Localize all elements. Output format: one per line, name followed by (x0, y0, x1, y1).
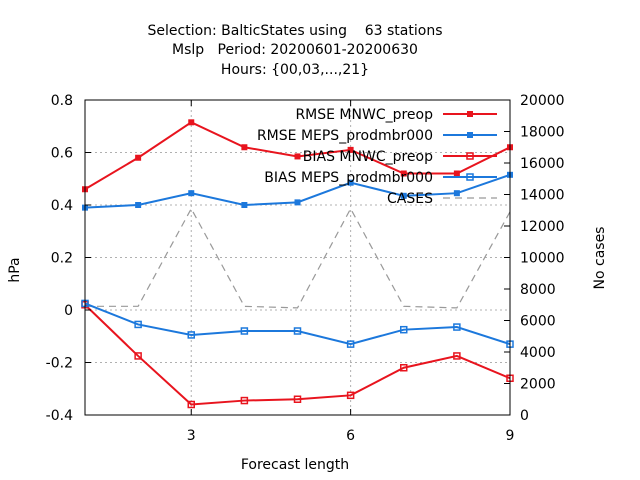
data-point (187, 400, 195, 409)
legend-marker (467, 132, 473, 138)
y-tick-label: -0.2 (46, 356, 73, 372)
cases-series (85, 207, 511, 309)
data-point (187, 331, 195, 339)
y2-tick-label: 20000 (520, 93, 565, 109)
series-line (84, 304, 511, 406)
data-point (453, 352, 461, 360)
chart-title-line-1: Selection: BalticStates using 63 station… (148, 23, 443, 39)
chart-title-line-2: Mslp Period: 20200601-20200630 (172, 42, 418, 58)
y2-tick-label: 2000 (520, 377, 556, 393)
data-point (135, 202, 142, 208)
y-tick-label: 0 (64, 303, 73, 319)
data-point (241, 144, 248, 151)
data-point (134, 352, 142, 360)
y2-tick-label: 14000 (520, 188, 565, 204)
axes: -0.4 -0.2 0 0.2 0.4 0.6 0.8 0 2000 4000 6000 8000 10… (46, 93, 565, 444)
y2-tick-label: 8000 (520, 282, 556, 298)
data-point (134, 320, 142, 329)
x-tick-label: 3 (187, 428, 196, 444)
y-axis-label: hPa (7, 257, 23, 282)
data-point (293, 327, 302, 335)
data-point (293, 395, 302, 403)
legend-marker (466, 152, 474, 160)
y2-tick-label: 12000 (520, 219, 565, 235)
data-point (400, 364, 408, 372)
legend-marker (467, 111, 473, 117)
data-point (240, 396, 249, 405)
y-tick-label: 0.2 (51, 251, 73, 267)
data-series (81, 119, 514, 409)
y2-tick-label: 6000 (520, 314, 556, 330)
y2-tick-label: 4000 (520, 345, 556, 361)
data-point (188, 119, 195, 126)
data-point (400, 325, 408, 334)
grid (85, 100, 510, 415)
series-line (84, 302, 511, 346)
data-point (400, 192, 407, 199)
legend: RMSE MNWC_preop RMSE MEPS_prodmbr000 BIAS … (257, 107, 497, 207)
data-point (188, 190, 195, 197)
y2-tick-label: 16000 (520, 156, 565, 172)
legend-label: BIAS MNWC_preop (303, 149, 433, 165)
data-point (346, 340, 355, 348)
legend-marker (466, 173, 474, 181)
data-point (453, 170, 460, 177)
legend-label: CASES (387, 191, 433, 207)
data-point (294, 199, 301, 206)
chart-title-line-3: Hours: {00,03,...,21} (221, 62, 369, 78)
y-tick-label: 0.4 (51, 198, 73, 214)
data-point (346, 391, 355, 400)
x-tick-label: 9 (506, 428, 515, 444)
y-tick-label: 0.6 (51, 146, 73, 162)
y-tick-label: 0.8 (51, 93, 73, 109)
x-axis-label: Forecast length (241, 457, 349, 473)
x-tick-label: 6 (346, 428, 355, 444)
data-point (241, 202, 248, 208)
data-point (294, 153, 301, 160)
y2-tick-label: 18000 (520, 125, 565, 141)
legend-label: RMSE MEPS_prodmbr000 (257, 128, 433, 144)
legend-label: BIAS MEPS_prodmbr000 (264, 170, 433, 186)
data-point (453, 190, 460, 197)
y2-tick-label: 10000 (520, 251, 565, 267)
data-point (135, 154, 142, 161)
data-point (400, 170, 407, 177)
data-point (347, 179, 354, 186)
data-point (347, 146, 354, 153)
y2-tick-label: 0 (520, 408, 529, 424)
series-line (85, 207, 511, 309)
legend-label: RMSE MNWC_preop (295, 107, 433, 123)
y2-axis-label: No cases (592, 227, 608, 290)
y-tick-label: -0.4 (46, 408, 73, 424)
data-point (453, 323, 461, 331)
data-point (240, 327, 249, 335)
